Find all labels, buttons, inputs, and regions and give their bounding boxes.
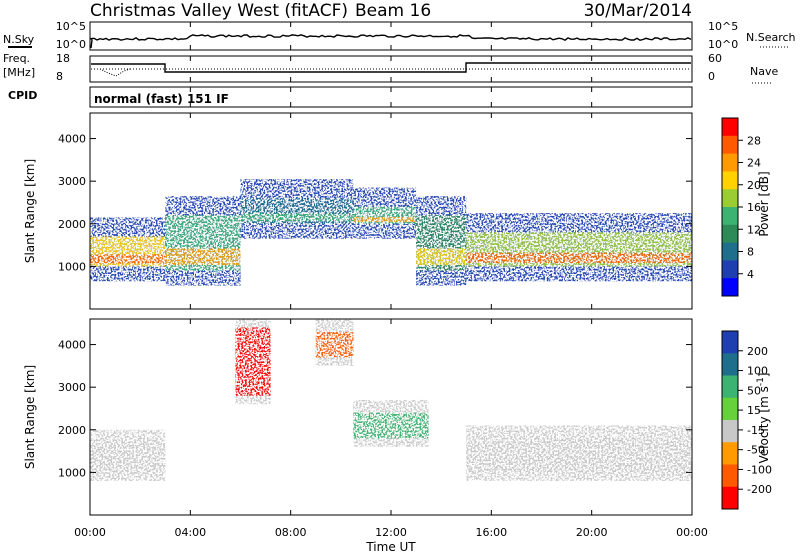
colorbar-swatch xyxy=(722,486,738,510)
colorbar-tick-label: 28 xyxy=(747,134,761,147)
cpid-label: CPID xyxy=(8,89,37,102)
colorbar-tick-label: -200 xyxy=(747,483,772,496)
colorbar-tick-label: 8 xyxy=(747,246,754,259)
colorbar-tick-label: -100 xyxy=(747,463,772,476)
colorbar-tick-label: -50 xyxy=(747,444,765,457)
time-tick-label: 08:00 xyxy=(275,526,307,539)
velocity-colorbar-label: Velocity [m s-1] xyxy=(756,373,771,464)
power-feature-core xyxy=(240,213,354,222)
range-tick-label: 1000 xyxy=(58,260,86,273)
colorbar-tick-label: 20 xyxy=(747,179,761,192)
beam-label: Beam 16 xyxy=(355,1,431,21)
colorbar-swatch xyxy=(722,135,738,155)
range-tick-label: 2000 xyxy=(58,424,86,437)
power-colorbar: 28 24 20 16 12 8 4 xyxy=(721,117,761,297)
range-tick-label: 4000 xyxy=(58,133,86,146)
colorbar-swatch xyxy=(722,353,738,376)
noise-tick-top-right: 10^5 xyxy=(708,20,738,33)
range-tick-label: 3000 xyxy=(58,381,86,394)
power-feature-core xyxy=(353,216,417,223)
colorbar-swatch xyxy=(722,242,738,261)
range-tick-label: 3000 xyxy=(58,175,86,188)
velocity-feature xyxy=(235,327,271,396)
colorbar-swatch xyxy=(722,278,738,297)
freq-tick-8: 8 xyxy=(56,70,63,83)
velocity-feature xyxy=(466,438,692,473)
colorbar-swatch xyxy=(722,207,738,226)
noise-tick-bottom-left: 10^0 xyxy=(56,38,86,51)
velocity-y-ticks: 1000 2000 3000 4000 xyxy=(58,339,692,479)
power-y-ticks: 1000 2000 3000 4000 xyxy=(58,133,692,273)
colorbar-tick-label: 100 xyxy=(747,365,768,378)
noise-tick-bottom-right: 10^0 xyxy=(708,38,738,51)
time-tick-label: 20:00 xyxy=(576,526,608,539)
power-y-axis-label: Slant Range [km] xyxy=(23,159,37,263)
nave-label: Nave xyxy=(750,65,778,78)
colorbar-swatch xyxy=(722,464,738,488)
freq-tick-18: 18 xyxy=(56,52,70,65)
colorbar-swatch xyxy=(722,224,738,244)
velocity-feature xyxy=(315,331,354,358)
time-tick-label: 16:00 xyxy=(475,526,507,539)
time-tick-label: 04:00 xyxy=(174,526,206,539)
nave-tick-60: 60 xyxy=(708,52,722,65)
nave-dip xyxy=(99,68,131,77)
colorbar-swatch xyxy=(722,153,738,172)
freq-label-line2: [MHz] xyxy=(3,66,35,79)
colorbar-swatch xyxy=(722,331,738,354)
velocity-feature xyxy=(353,412,429,439)
cpid-value: normal (fast) 151 IF xyxy=(94,92,229,106)
colorbar-swatch xyxy=(722,397,738,421)
noise-tick-top-left: 10^5 xyxy=(56,20,86,33)
colorbar-tick-label: 15 xyxy=(747,404,761,417)
colorbar-tick-label: 12 xyxy=(747,223,761,236)
range-tick-label: 4000 xyxy=(58,339,86,352)
velocity-colorbar: 200 100 50 15 -15 -50 -100 -200 xyxy=(721,330,772,510)
power-feature-core xyxy=(466,252,692,263)
colorbar-frame xyxy=(721,330,739,510)
colorbar-tick-label: -15 xyxy=(747,424,765,437)
colorbar-swatch xyxy=(722,189,738,208)
colorbar-tick-label: 16 xyxy=(747,201,761,214)
noise-search-label: N.Search xyxy=(746,31,796,44)
colorbar-swatch xyxy=(722,420,738,443)
time-tick-label: 00:00 xyxy=(676,526,708,539)
nave-tick-0: 0 xyxy=(708,70,715,83)
time-tick-label: 00:00 xyxy=(74,526,106,539)
colorbar-tick-label: 4 xyxy=(747,268,754,281)
colorbar-swatch xyxy=(722,375,738,399)
colorbar-swatch xyxy=(722,260,738,279)
date-label: 30/Mar/2014 xyxy=(584,1,692,21)
colorbar-tick-label: 200 xyxy=(747,345,768,358)
power-feature-core xyxy=(416,248,467,266)
colorbar-swatch xyxy=(722,171,738,190)
time-axis-ticks: 00:00 04:00 08:00 12:00 16:00 20:00 00:00 xyxy=(74,22,708,539)
station-title: Christmas Valley West (fitACF) xyxy=(90,1,348,21)
colorbar-tick-label: 24 xyxy=(747,157,761,170)
noise-sky-label: N.Sky xyxy=(3,33,35,46)
power-scatter-layer xyxy=(90,179,692,286)
time-tick-label: 12:00 xyxy=(375,526,407,539)
velocity-scatter-layer xyxy=(90,319,692,481)
frequency-trace xyxy=(91,62,691,73)
velocity-y-axis-label: Slant Range [km] xyxy=(23,365,37,469)
range-tick-label: 2000 xyxy=(58,218,86,231)
power-feature-core xyxy=(90,254,166,264)
colorbar-swatch xyxy=(722,118,738,137)
velocity-feature xyxy=(90,442,166,473)
power-colorbar-label: Power [dB] xyxy=(757,171,771,236)
power-feature-core xyxy=(165,248,241,266)
time-axis-label: Time UT xyxy=(365,540,416,554)
noise-sky-trace xyxy=(89,34,692,49)
colorbar-swatch xyxy=(722,442,738,465)
colorbar-tick-label: 50 xyxy=(747,384,761,397)
freq-label-line1: Freq. xyxy=(3,52,30,65)
range-tick-label: 1000 xyxy=(58,466,86,479)
